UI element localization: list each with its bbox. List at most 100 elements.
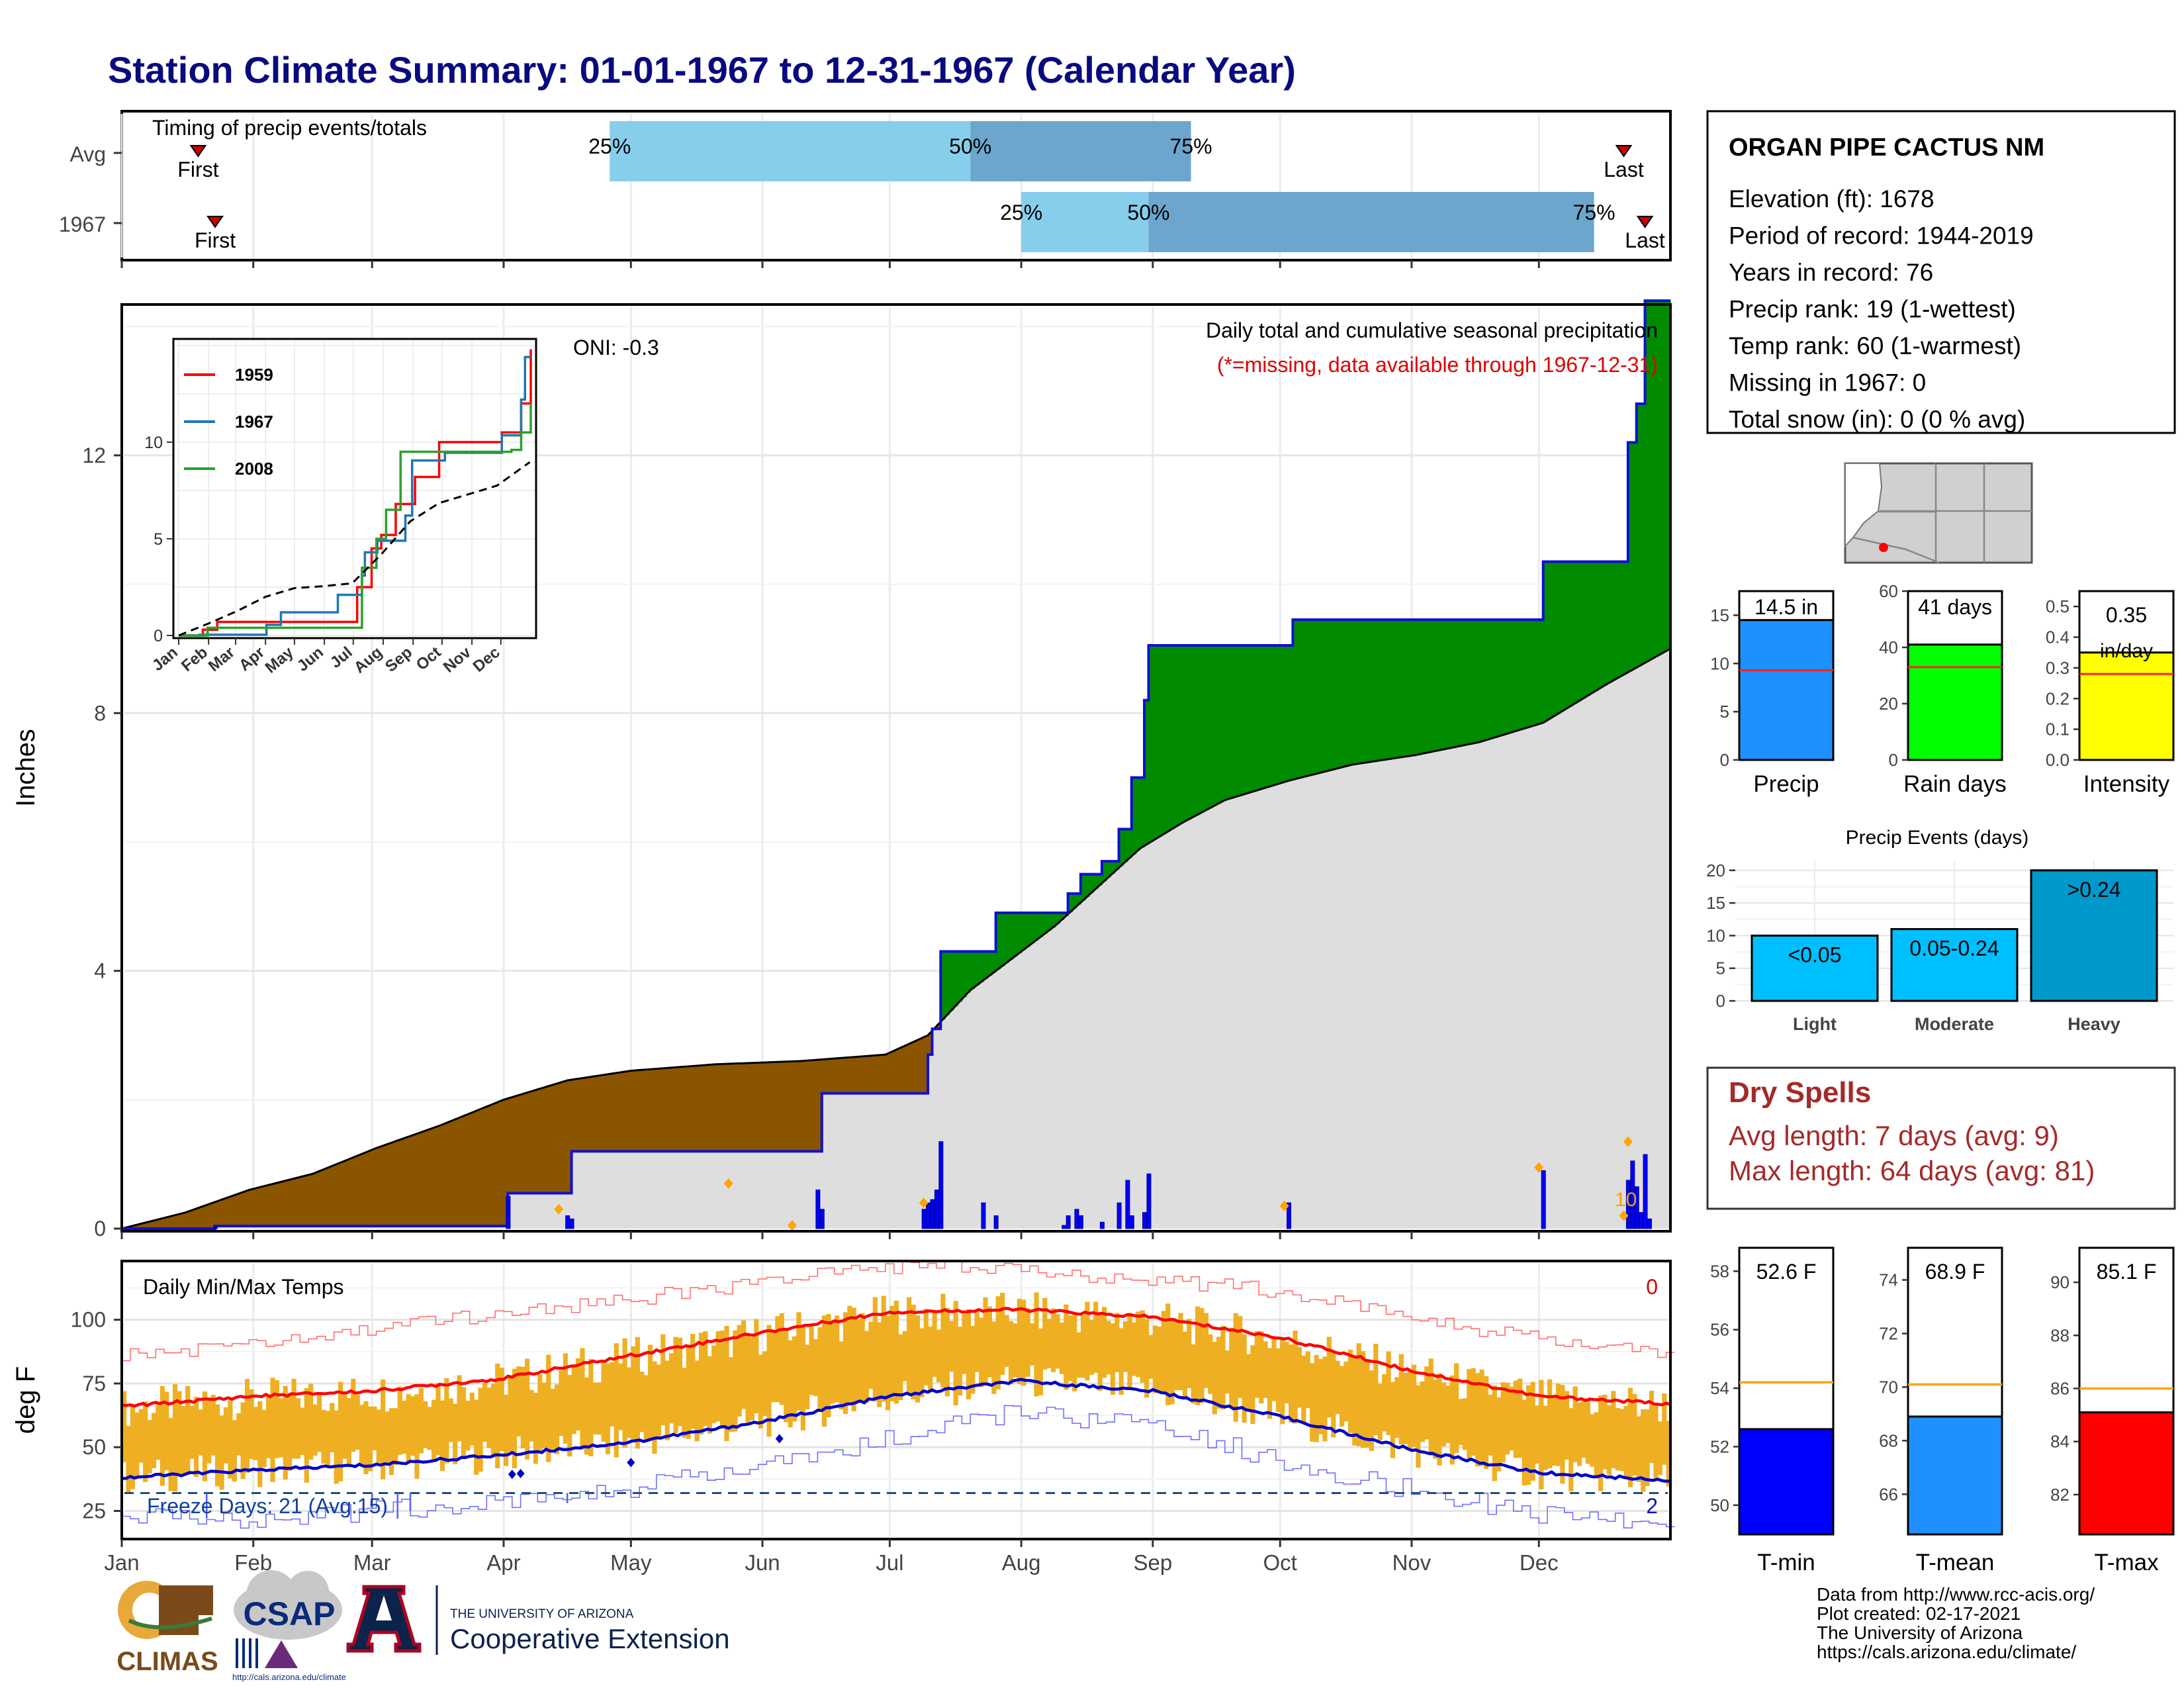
daily-temp-range-bar bbox=[877, 1322, 882, 1407]
daily-temp-range-bar bbox=[677, 1337, 683, 1427]
csap-cloud-puff-2 bbox=[287, 1571, 329, 1613]
daily-temp-range-bar bbox=[1314, 1354, 1319, 1442]
precip-departure-bar bbox=[1649, 301, 1655, 659]
precip-departure-bar bbox=[614, 1072, 619, 1152]
daily-temp-range-bar bbox=[156, 1404, 161, 1460]
daily-temp-range-bar bbox=[1547, 1379, 1553, 1469]
precip-departure-bar bbox=[156, 1219, 161, 1229]
precip-departure-bar bbox=[1220, 645, 1226, 802]
precip-departure-bar bbox=[185, 1211, 191, 1229]
daily-temp-range-bar bbox=[605, 1363, 611, 1454]
precip-departure-bar bbox=[762, 1062, 768, 1152]
daily-temp-range-bar bbox=[1263, 1341, 1268, 1398]
precip-departure-bar bbox=[987, 951, 993, 976]
precip-departure-bar bbox=[656, 1068, 661, 1152]
daily-temp-range-bar bbox=[597, 1382, 602, 1435]
daily-precip-bar bbox=[981, 1202, 986, 1229]
daily-temp-range-bar bbox=[1390, 1382, 1396, 1458]
daily-temp-range-bar bbox=[987, 1306, 993, 1378]
precip-departure-bar bbox=[1513, 620, 1519, 731]
daily-temp-range-bar bbox=[1046, 1319, 1052, 1368]
daily-temp-range-bar bbox=[749, 1336, 755, 1421]
precip-departure-bar bbox=[1441, 620, 1447, 750]
daily-temp-range-bar bbox=[864, 1331, 870, 1403]
daily-precip-bar bbox=[1129, 1215, 1134, 1229]
daily-temp-range-bar bbox=[147, 1420, 152, 1474]
daily-temp-range-bar bbox=[1590, 1414, 1595, 1467]
precip-departure-bar bbox=[453, 1119, 458, 1227]
precip-departure-bar bbox=[1590, 561, 1595, 694]
precip-departure-bar bbox=[439, 1124, 445, 1227]
precip-departure-bar bbox=[279, 1182, 284, 1227]
daily-temp-range-bar bbox=[715, 1331, 721, 1422]
precip-departure-bar bbox=[1606, 561, 1612, 683]
daily-temp-range-bar bbox=[1551, 1397, 1557, 1466]
stat-bar bbox=[1907, 643, 2003, 761]
daily-temp-range-bar bbox=[1229, 1327, 1234, 1407]
daily-temp-range-bar bbox=[1310, 1363, 1315, 1442]
daily-temp-range-bar bbox=[754, 1319, 759, 1413]
daily-temp-range-bar bbox=[232, 1420, 237, 1482]
month-label: Oct bbox=[1263, 1550, 1297, 1575]
daily-temp-range-bar bbox=[189, 1405, 195, 1459]
precip-departure-bar bbox=[1377, 620, 1383, 761]
precip-departure-bar bbox=[1615, 561, 1620, 679]
precip-departure-bar bbox=[367, 1150, 373, 1227]
precip-departure-bar bbox=[957, 951, 963, 1002]
temp-stat-ytick-label: 50 bbox=[1710, 1495, 1729, 1515]
precip-departure-bar bbox=[550, 1084, 555, 1194]
precip-departure-bar bbox=[979, 951, 984, 982]
stat-ytick-label: 0 bbox=[1889, 750, 1898, 770]
daily-temp-range-bar bbox=[287, 1393, 293, 1471]
precip-departure-bar bbox=[737, 1063, 742, 1152]
precip-departure-bar bbox=[652, 1068, 657, 1152]
precip-departure-bar bbox=[1085, 874, 1090, 897]
temp-stat-ytick-label: 58 bbox=[1710, 1261, 1729, 1281]
stat-ytick-label: 15 bbox=[1710, 605, 1729, 625]
precip-departure-bar bbox=[1051, 913, 1056, 927]
daily-precip-bar bbox=[1541, 1170, 1546, 1229]
precip-departure-bar bbox=[860, 1056, 865, 1094]
daily-temp-range-bar bbox=[1051, 1308, 1056, 1372]
precip-departure-bar bbox=[1004, 913, 1009, 963]
daily-temp-range-bar bbox=[1657, 1421, 1662, 1476]
events-ytick-label: 15 bbox=[1706, 893, 1725, 913]
precip-departure-bar bbox=[274, 1183, 280, 1227]
precip-departure-bar bbox=[495, 1102, 500, 1227]
daily-temp-range-bar bbox=[444, 1378, 449, 1464]
precip-departure-bar bbox=[1445, 620, 1451, 749]
precip-departure-bar bbox=[1641, 404, 1646, 665]
daily-temp-range-bar bbox=[432, 1399, 437, 1461]
precip-departure-bar bbox=[915, 1040, 921, 1094]
daily-temp-range-bar bbox=[1208, 1334, 1213, 1394]
daily-precip-marker bbox=[723, 1178, 733, 1189]
precip-departure-bar bbox=[1657, 301, 1662, 655]
daily-temp-range-bar bbox=[304, 1387, 309, 1483]
precip-departure-bar bbox=[1046, 913, 1052, 931]
precip-departure-bar bbox=[1403, 620, 1408, 757]
precip-departure-bar bbox=[1169, 645, 1175, 829]
daily-temp-range-bar bbox=[1118, 1328, 1124, 1395]
daily-temp-range-bar bbox=[1449, 1375, 1455, 1465]
month-label: Mar bbox=[353, 1550, 391, 1575]
timing-pct-75: 75% bbox=[1573, 201, 1615, 224]
temp-stat-ytick-label: 86 bbox=[2050, 1378, 2070, 1398]
stat-ytick-label: 0 bbox=[1720, 750, 1729, 770]
precip-departure-bar bbox=[435, 1126, 441, 1227]
daily-temp-range-bar bbox=[1539, 1380, 1544, 1489]
precip-departure-bar bbox=[1080, 874, 1086, 901]
stat-ytick-label: 60 bbox=[1879, 581, 1898, 601]
events-ytick-label: 20 bbox=[1706, 861, 1725, 880]
precip-ytick-label: 0 bbox=[94, 1217, 106, 1241]
events-ytick-label: 0 bbox=[1716, 991, 1725, 1011]
temp-stat-ytick-label: 56 bbox=[1710, 1320, 1729, 1340]
precip-departure-bar bbox=[1275, 645, 1281, 784]
month-label: Sep bbox=[1134, 1550, 1173, 1575]
daily-temp-range-bar bbox=[1301, 1355, 1306, 1424]
temp-stat-bar bbox=[1907, 1415, 2003, 1536]
precip-departure-bar bbox=[388, 1143, 394, 1227]
precip-departure-bar bbox=[919, 1038, 925, 1094]
precip-departure-bar bbox=[474, 1111, 479, 1227]
precip-departure-bar bbox=[966, 951, 971, 993]
